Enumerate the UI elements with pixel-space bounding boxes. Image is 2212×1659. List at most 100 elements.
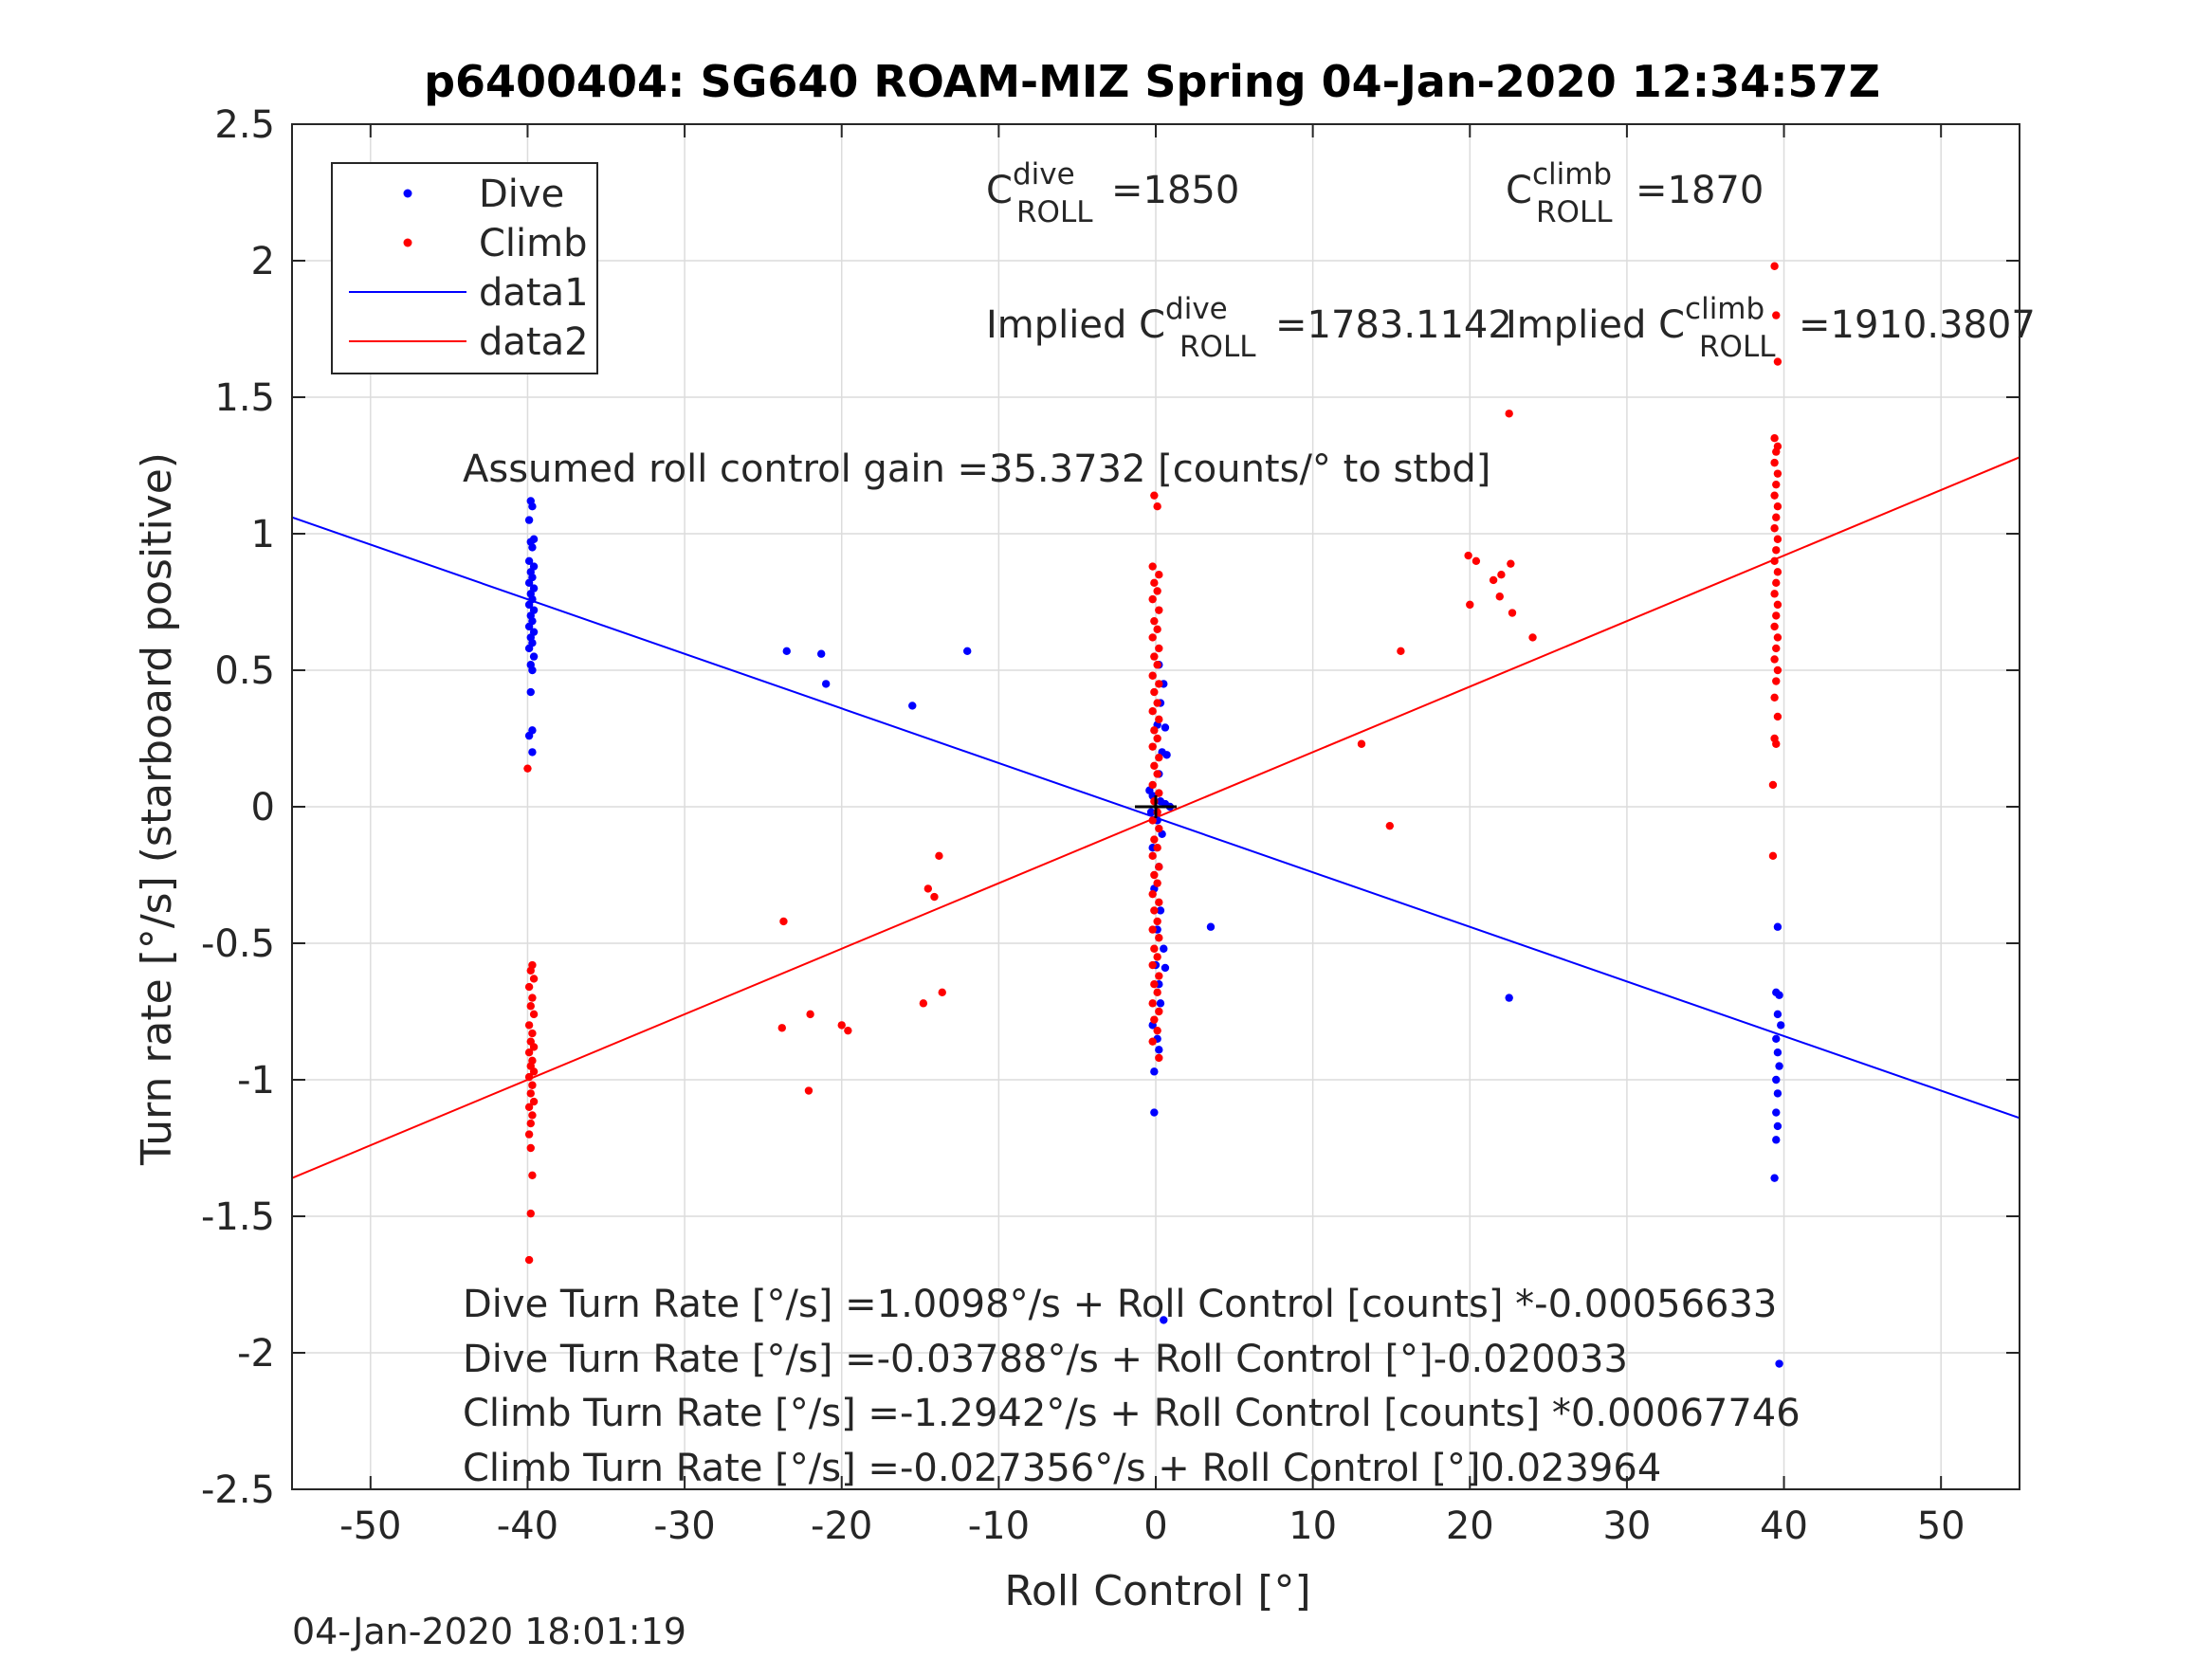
climb-point <box>1150 761 1159 770</box>
climb-point <box>1148 1037 1157 1046</box>
climb-point <box>1497 571 1506 579</box>
dive-point <box>1206 922 1216 931</box>
climb-point <box>1153 917 1161 926</box>
climb-point <box>1772 644 1781 653</box>
climb-point <box>1155 571 1163 579</box>
climb-point <box>935 851 943 861</box>
dive-point <box>1773 1121 1782 1131</box>
x-tick-label: -50 <box>339 1504 401 1548</box>
dive-point <box>1160 1316 1168 1324</box>
climb-point <box>529 1010 539 1019</box>
dive-point <box>528 502 537 511</box>
chart-title: p6400404: SG640 ROAM-MIZ Spring 04-Jan-2… <box>424 56 1880 107</box>
climb-point <box>1773 469 1782 478</box>
y-tick-label: -1.5 <box>201 1195 275 1239</box>
climb-point <box>1155 972 1163 980</box>
climb-point <box>1528 633 1537 642</box>
dive-point <box>1156 906 1165 915</box>
climb-point <box>938 988 946 997</box>
climb-point <box>1768 851 1778 861</box>
climb-point <box>1772 739 1781 748</box>
x-tick-label: 40 <box>1760 1504 1808 1548</box>
climb-point <box>1153 661 1161 669</box>
y-tick-label: 1.5 <box>214 376 275 420</box>
climb-point <box>1148 562 1157 571</box>
climb-point <box>1150 1015 1159 1024</box>
climb-point <box>1148 851 1157 861</box>
climb-point <box>1155 606 1163 614</box>
dive-point <box>1775 991 1783 999</box>
dive-point <box>1772 1075 1781 1085</box>
climb-point <box>1150 835 1159 844</box>
legend-box <box>331 162 598 374</box>
climb-point <box>529 1043 539 1051</box>
dive-point <box>524 556 534 565</box>
y-tick-label: -2 <box>237 1332 275 1376</box>
climb-point <box>526 966 535 975</box>
climb-point <box>528 994 537 1002</box>
climb-point <box>1770 693 1779 702</box>
climb-point <box>1773 568 1782 576</box>
climb-point <box>1495 592 1504 601</box>
climb-point <box>1148 594 1157 604</box>
climb-point <box>524 1072 534 1082</box>
plot-data <box>292 262 2020 1368</box>
climb-point <box>528 1111 537 1120</box>
climb-point <box>1508 609 1517 617</box>
climb-point <box>1150 652 1159 661</box>
climb-point <box>1770 622 1779 631</box>
x-tick-label: -30 <box>653 1504 715 1548</box>
legend-label-climb: Climb <box>479 222 588 265</box>
x-tick-label: 30 <box>1602 1504 1651 1548</box>
climb-point <box>923 884 933 893</box>
legend-label-dive: Dive <box>479 173 564 216</box>
x-tick-label: -40 <box>497 1504 558 1548</box>
x-tick-label: 50 <box>1917 1504 1965 1548</box>
climb-point <box>1153 879 1161 887</box>
climb-point <box>526 1209 535 1218</box>
climb-point <box>1148 925 1157 934</box>
legend-label-data2: data2 <box>479 320 589 364</box>
climb-point <box>844 1026 852 1035</box>
climb-point <box>777 1024 786 1032</box>
climb-point <box>524 1048 534 1057</box>
dive-point <box>963 647 972 656</box>
climb-point <box>1464 551 1472 560</box>
climb-point <box>1150 870 1159 880</box>
climb-point <box>524 982 534 992</box>
climb-point <box>1773 633 1782 642</box>
climb-point <box>1385 821 1394 830</box>
climb-point <box>1153 988 1161 997</box>
dive-point <box>1505 994 1513 1002</box>
y-tick-label: 0.5 <box>214 649 275 693</box>
y-tick-label: 2.5 <box>214 103 275 147</box>
climb-point <box>1489 575 1498 585</box>
climb-point <box>1772 513 1781 521</box>
climb-point <box>1148 960 1157 970</box>
climb-point <box>1357 739 1366 748</box>
y-tick-label: 1 <box>251 513 275 556</box>
climb-point <box>1150 491 1159 500</box>
climb-point <box>1770 491 1779 500</box>
climb-point <box>523 764 532 773</box>
y-tick-label: -0.5 <box>201 922 275 966</box>
climb-point <box>1153 844 1161 852</box>
climb-point <box>1148 671 1157 680</box>
dive-point <box>524 644 534 653</box>
climb-point <box>1155 898 1163 906</box>
climb-point <box>1773 665 1782 675</box>
climb-point <box>1148 742 1157 751</box>
climb-point <box>1770 262 1779 270</box>
legend: Dive Climb data1 data2 <box>331 162 598 374</box>
x-tick-label: -20 <box>811 1504 872 1548</box>
climb-point <box>1155 1053 1163 1063</box>
climb-point <box>779 917 788 926</box>
climb-point <box>1155 934 1163 942</box>
dive-point <box>1146 808 1156 816</box>
dive-point <box>524 731 534 740</box>
y-tick-label: -1 <box>237 1059 275 1103</box>
implied-c-roll-climb-annotation: Implied Cclimb ROLL =1910.3807 <box>1506 292 2036 364</box>
climb-point <box>1150 906 1159 915</box>
climb-point <box>526 1089 535 1098</box>
